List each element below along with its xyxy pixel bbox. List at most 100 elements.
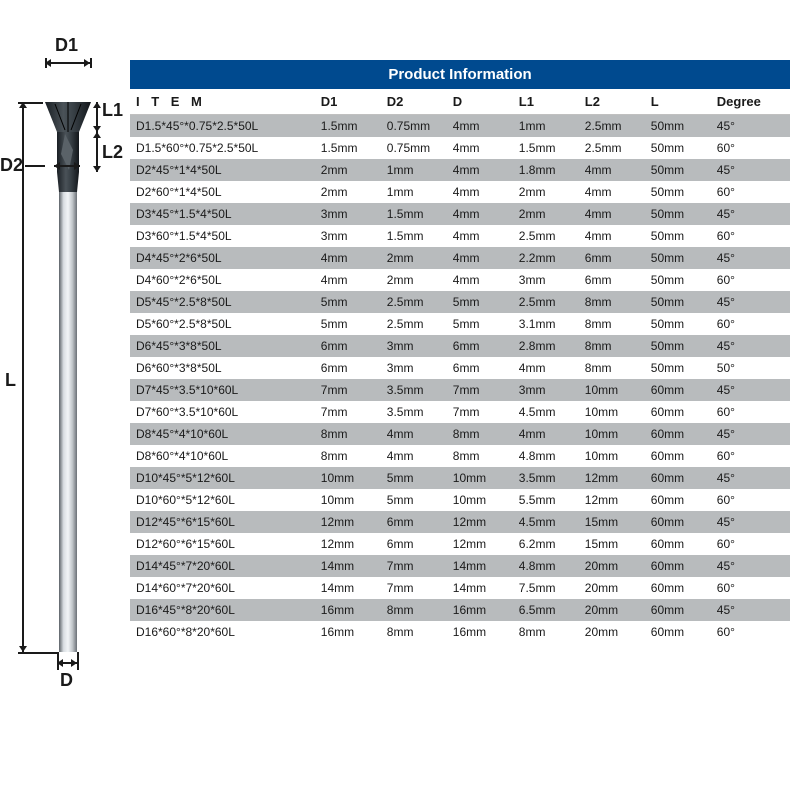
table-cell: 7mm (447, 379, 513, 401)
table-cell: D10*45°*5*12*60L (130, 467, 315, 489)
dim-arrow-d (57, 662, 77, 664)
table-cell: 20mm (579, 621, 645, 643)
table-cell: 7mm (381, 555, 447, 577)
table-cell: 3.5mm (513, 467, 579, 489)
dim-label-l: L (5, 370, 16, 391)
table-cell: 10mm (579, 401, 645, 423)
table-cell: 2.8mm (513, 335, 579, 357)
table-cell: 45° (711, 115, 790, 138)
table-row: D3*45°*1.5*4*50L3mm1.5mm4mm2mm4mm50mm45° (130, 203, 790, 225)
table-cell: D5*60°*2.5*8*50L (130, 313, 315, 335)
col-header: L1 (513, 89, 579, 115)
table-cell: 8mm (447, 445, 513, 467)
dim-arrow-d1 (45, 62, 90, 64)
table-cell: 2.5mm (579, 137, 645, 159)
table-cell: 45° (711, 467, 790, 489)
table-cell: 8mm (513, 621, 579, 643)
dim-arrow-l2 (96, 132, 98, 172)
table-cell: 1.8mm (513, 159, 579, 181)
table-cell: 3mm (381, 357, 447, 379)
table-cell: 45° (711, 599, 790, 621)
table-cell: 2mm (381, 247, 447, 269)
table-cell: 4mm (381, 423, 447, 445)
table-cell: D16*60°*8*20*60L (130, 621, 315, 643)
table-cell: 50mm (645, 203, 711, 225)
table-cell: 60mm (645, 489, 711, 511)
table-cell: 4mm (447, 181, 513, 203)
table-cell: 60mm (645, 533, 711, 555)
table-cell: 7.5mm (513, 577, 579, 599)
table-cell: 20mm (579, 599, 645, 621)
table-cell: D8*45°*4*10*60L (130, 423, 315, 445)
dim-label-l1: L1 (102, 100, 123, 121)
table-row: D5*60°*2.5*8*50L5mm2.5mm5mm3.1mm8mm50mm6… (130, 313, 790, 335)
col-header: D1 (315, 89, 381, 115)
table-row: D14*45°*7*20*60L14mm7mm14mm4.8mm20mm60mm… (130, 555, 790, 577)
table-cell: 5mm (381, 489, 447, 511)
table-cell: 8mm (579, 335, 645, 357)
table-cell: 4mm (381, 445, 447, 467)
table-cell: 60° (711, 225, 790, 247)
table-cell: 45° (711, 511, 790, 533)
table-cell: 4mm (447, 225, 513, 247)
table-cell: 14mm (315, 555, 381, 577)
table-cell: 6.2mm (513, 533, 579, 555)
product-table: I T E MD1D2DL1L2LDegree D1.5*45°*0.75*2.… (130, 89, 790, 643)
table-cell: 1mm (513, 115, 579, 138)
table-cell: 7mm (315, 379, 381, 401)
table-cell: 4mm (513, 357, 579, 379)
table-row: D6*60°*3*8*50L6mm3mm6mm4mm8mm50mm50° (130, 357, 790, 379)
table-cell: 1.5mm (381, 225, 447, 247)
table-cell: 45° (711, 247, 790, 269)
dim-arrow-l (22, 102, 24, 652)
table-cell: D12*45°*6*15*60L (130, 511, 315, 533)
table-cell: 60mm (645, 445, 711, 467)
table-cell: 12mm (447, 533, 513, 555)
table-cell: 7mm (315, 401, 381, 423)
table-row: D10*45°*5*12*60L10mm5mm10mm3.5mm12mm60mm… (130, 467, 790, 489)
table-cell: 50mm (645, 269, 711, 291)
table-cell: 5mm (315, 313, 381, 335)
table-cell: 4mm (579, 181, 645, 203)
table-cell: 1.5mm (315, 115, 381, 138)
table-cell: 2.2mm (513, 247, 579, 269)
table-cell: 4.8mm (513, 445, 579, 467)
table-cell: 8mm (315, 445, 381, 467)
table-row: D8*60°*4*10*60L8mm4mm8mm4.8mm10mm60mm60° (130, 445, 790, 467)
table-cell: 4mm (447, 203, 513, 225)
table-cell: 6mm (381, 511, 447, 533)
col-header: Degree (711, 89, 790, 115)
table-cell: 10mm (315, 467, 381, 489)
table-cell: D14*60°*7*20*60L (130, 577, 315, 599)
table-cell: 1.5mm (381, 203, 447, 225)
table-cell: 6mm (579, 247, 645, 269)
table-cell: 12mm (579, 489, 645, 511)
table-cell: 2mm (513, 203, 579, 225)
table-cell: 2mm (315, 159, 381, 181)
table-row: D16*45°*8*20*60L16mm8mm16mm6.5mm20mm60mm… (130, 599, 790, 621)
table-cell: 45° (711, 203, 790, 225)
table-cell: 60° (711, 533, 790, 555)
table-cell: 3mm (381, 335, 447, 357)
table-cell: 5mm (381, 467, 447, 489)
table-cell: 60mm (645, 423, 711, 445)
dim-label-d: D (60, 670, 73, 691)
table-cell: 5mm (447, 313, 513, 335)
table-cell: D7*45°*3.5*10*60L (130, 379, 315, 401)
table-cell: 50mm (645, 247, 711, 269)
table-cell: D4*60°*2*6*50L (130, 269, 315, 291)
table-cell: D10*60°*5*12*60L (130, 489, 315, 511)
table-cell: 3mm (513, 269, 579, 291)
table-cell: 2.5mm (513, 225, 579, 247)
table-cell: D8*60°*4*10*60L (130, 445, 315, 467)
table-row: D7*60°*3.5*10*60L7mm3.5mm7mm4.5mm10mm60m… (130, 401, 790, 423)
col-header: L2 (579, 89, 645, 115)
table-row: D2*45°*1*4*50L2mm1mm4mm1.8mm4mm50mm45° (130, 159, 790, 181)
table-cell: 10mm (447, 467, 513, 489)
table-cell: D1.5*45°*0.75*2.5*50L (130, 115, 315, 138)
table-cell: 50mm (645, 291, 711, 313)
table-cell: D14*45°*7*20*60L (130, 555, 315, 577)
table-cell: 2mm (381, 269, 447, 291)
table-cell: 12mm (315, 533, 381, 555)
table-cell: D12*60°*6*15*60L (130, 533, 315, 555)
